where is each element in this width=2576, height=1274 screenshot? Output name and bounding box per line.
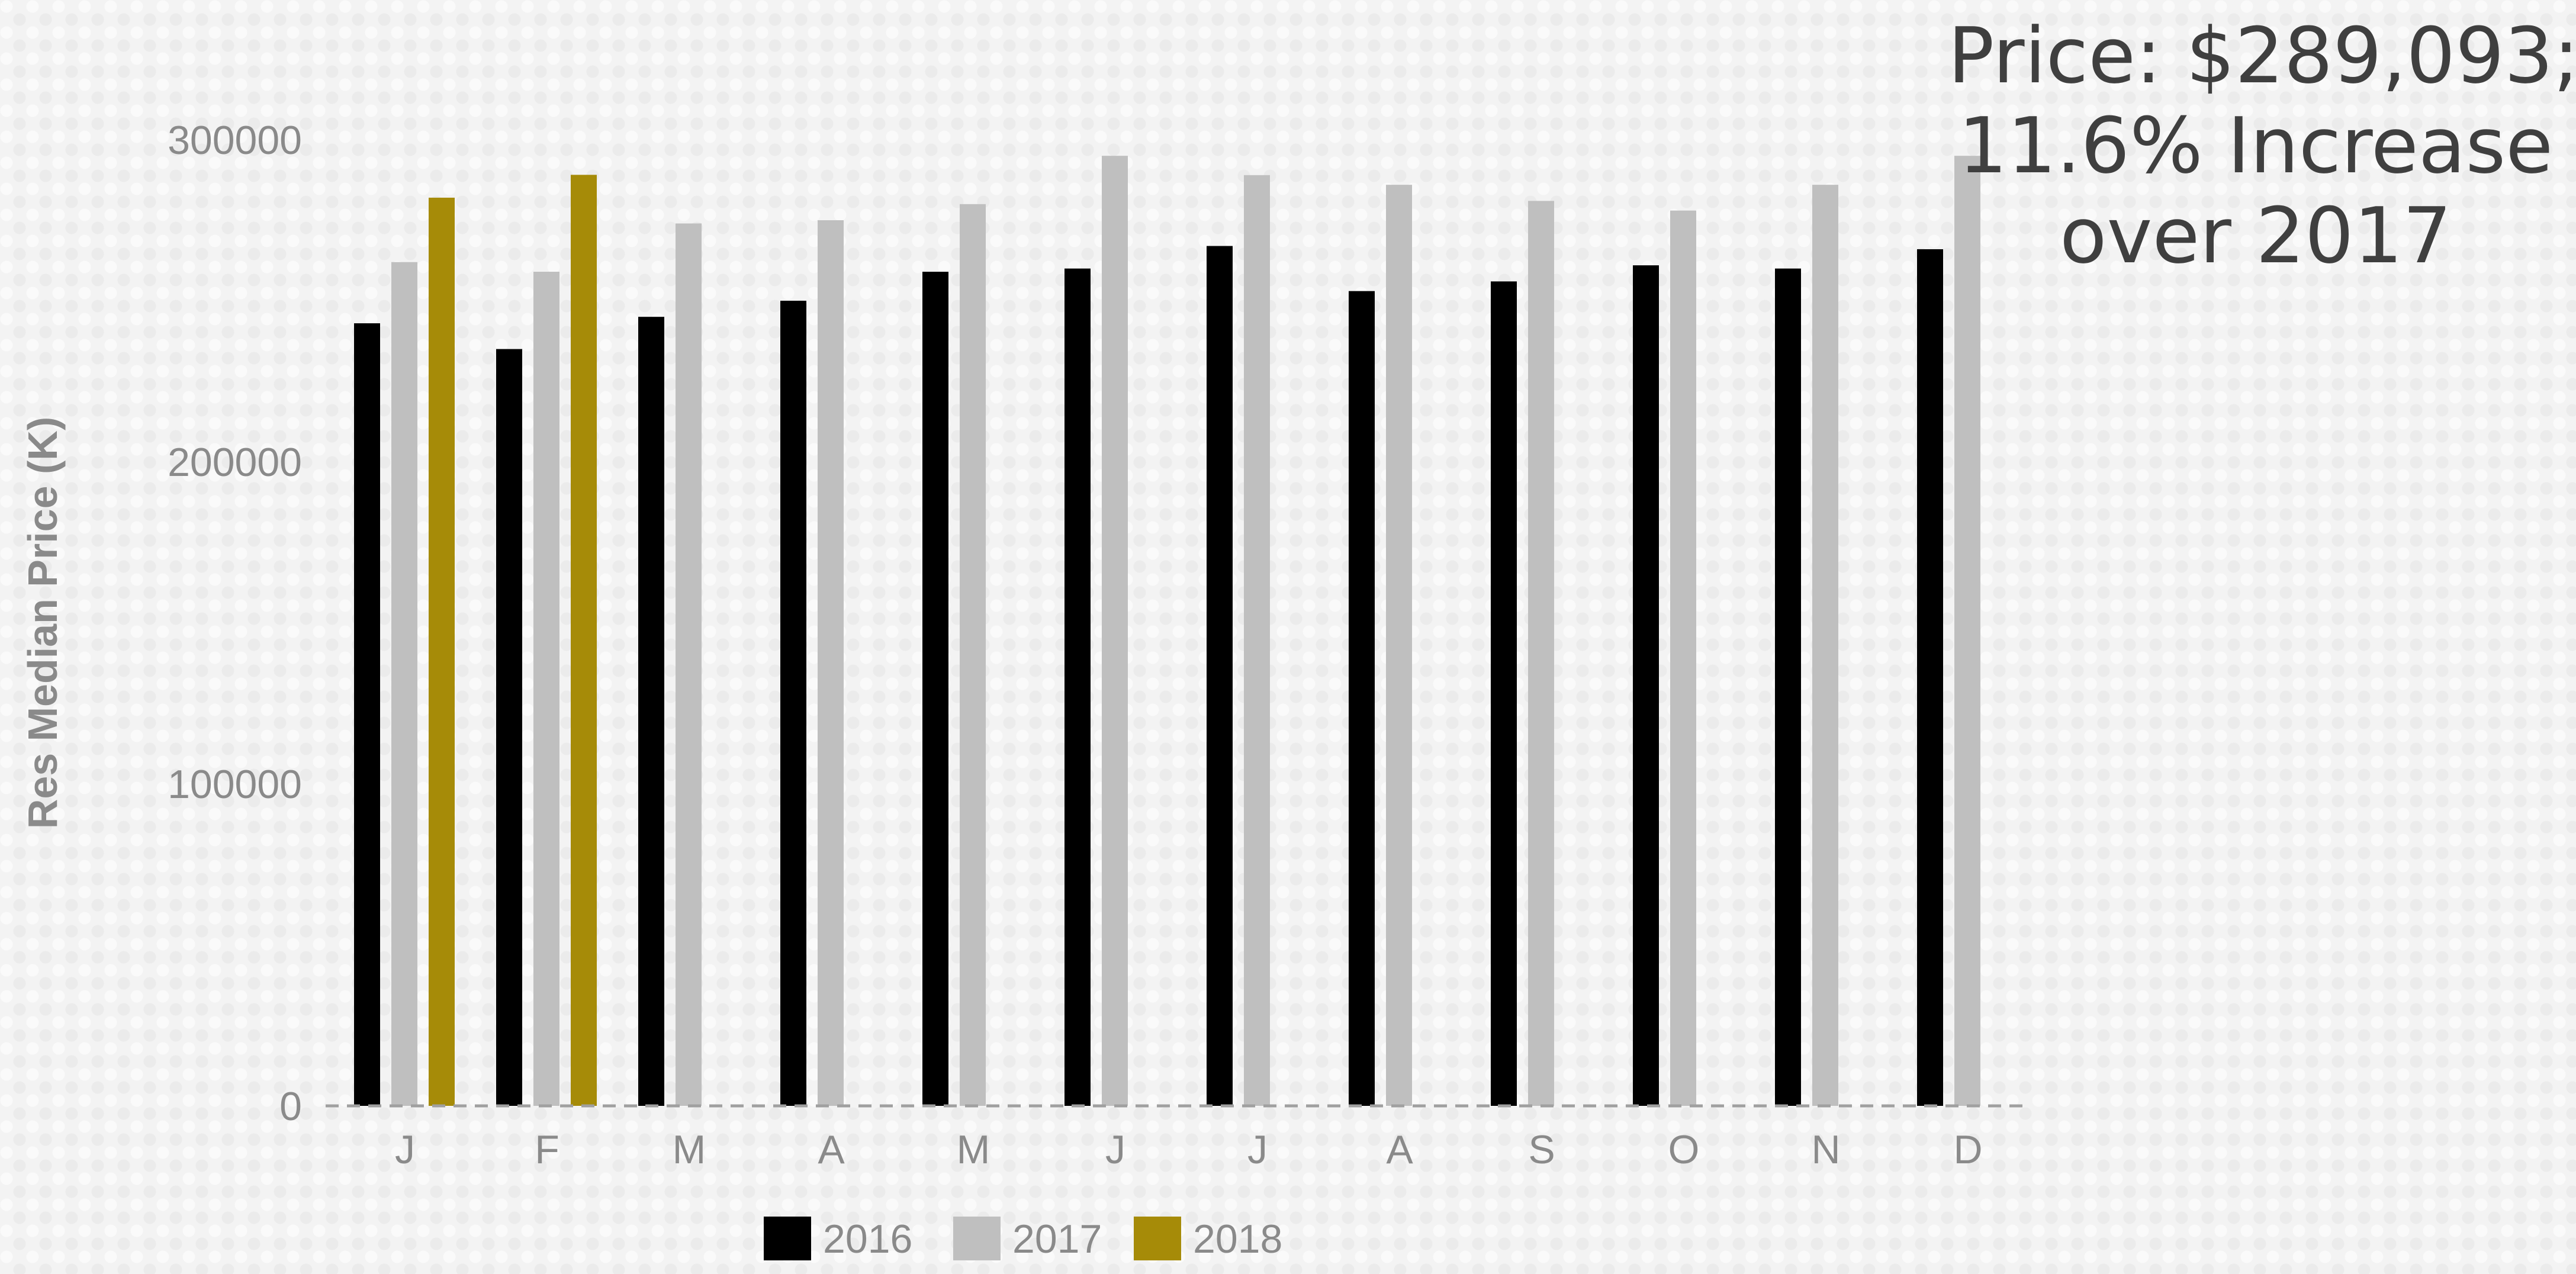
y-axis-title: Res Median Price (K) — [20, 417, 66, 829]
y-tick-label: 100000 — [168, 762, 302, 807]
x-tick-label: A — [818, 1127, 845, 1172]
legend-label-2018: 2018 — [1193, 1217, 1282, 1262]
bar-2016-4 — [922, 272, 948, 1106]
bar-2016-9 — [1633, 265, 1659, 1106]
bar-2017-2 — [676, 223, 702, 1106]
y-tick-label: 200000 — [168, 440, 302, 485]
x-tick-label: O — [1668, 1127, 1700, 1172]
bar-2017-0 — [391, 262, 417, 1106]
bar-2017-4 — [960, 204, 986, 1106]
y-tick-label: 0 — [279, 1084, 302, 1129]
legend-swatch-2017 — [953, 1217, 1001, 1260]
bar-2016-10 — [1775, 268, 1801, 1106]
x-tick-label: J — [395, 1127, 415, 1172]
bar-2016-11 — [1917, 249, 1943, 1106]
bar-2018-1 — [571, 175, 597, 1106]
annotation-line-3: over 2017 — [2059, 191, 2452, 281]
y-tick-label: 300000 — [168, 118, 302, 163]
bar-2016-0 — [354, 323, 380, 1106]
bar-2016-3 — [780, 301, 806, 1106]
bar-2017-1 — [533, 272, 559, 1106]
x-tick-label: M — [673, 1127, 706, 1172]
bar-2016-8 — [1491, 281, 1517, 1106]
bar-2017-11 — [1954, 156, 1980, 1106]
bar-2017-5 — [1102, 156, 1128, 1106]
x-tick-label: M — [957, 1127, 990, 1172]
bar-2017-6 — [1244, 175, 1270, 1106]
annotation-line-2: 11.6% Increase — [1958, 101, 2554, 191]
x-tick-label: A — [1386, 1127, 1413, 1172]
bar-2016-1 — [496, 349, 522, 1106]
x-tick-label: D — [1953, 1127, 1982, 1172]
summary-annotation: Price: $289,093; 11.6% Increase over 201… — [1948, 11, 2576, 281]
x-tick-label: F — [535, 1127, 559, 1172]
legend-label-2017: 2017 — [1012, 1217, 1102, 1262]
annotation-line-1: Price: $289,093; — [1948, 11, 2576, 101]
bars — [354, 156, 1980, 1106]
x-tick-label: J — [1105, 1127, 1125, 1172]
bar-2016-6 — [1207, 246, 1233, 1106]
legend: 2016 2017 2018 — [764, 1217, 1282, 1262]
bar-2018-0 — [429, 197, 455, 1106]
bar-2017-7 — [1386, 185, 1412, 1106]
legend-label-2016: 2016 — [823, 1217, 912, 1262]
bar-2016-2 — [638, 317, 664, 1106]
bar-2017-8 — [1528, 201, 1554, 1106]
x-tick-label: N — [1811, 1127, 1840, 1172]
bar-2016-5 — [1065, 268, 1091, 1106]
bar-2017-9 — [1670, 210, 1696, 1106]
legend-swatch-2016 — [764, 1217, 811, 1260]
bar-2017-3 — [818, 220, 844, 1106]
bar-2016-7 — [1349, 291, 1375, 1106]
y-axis-ticks: 0 100000 200000 300000 — [168, 118, 302, 1129]
x-tick-label: S — [1528, 1127, 1555, 1172]
x-tick-label: J — [1247, 1127, 1268, 1172]
bar-2017-10 — [1812, 185, 1838, 1106]
legend-swatch-2018 — [1134, 1217, 1181, 1260]
